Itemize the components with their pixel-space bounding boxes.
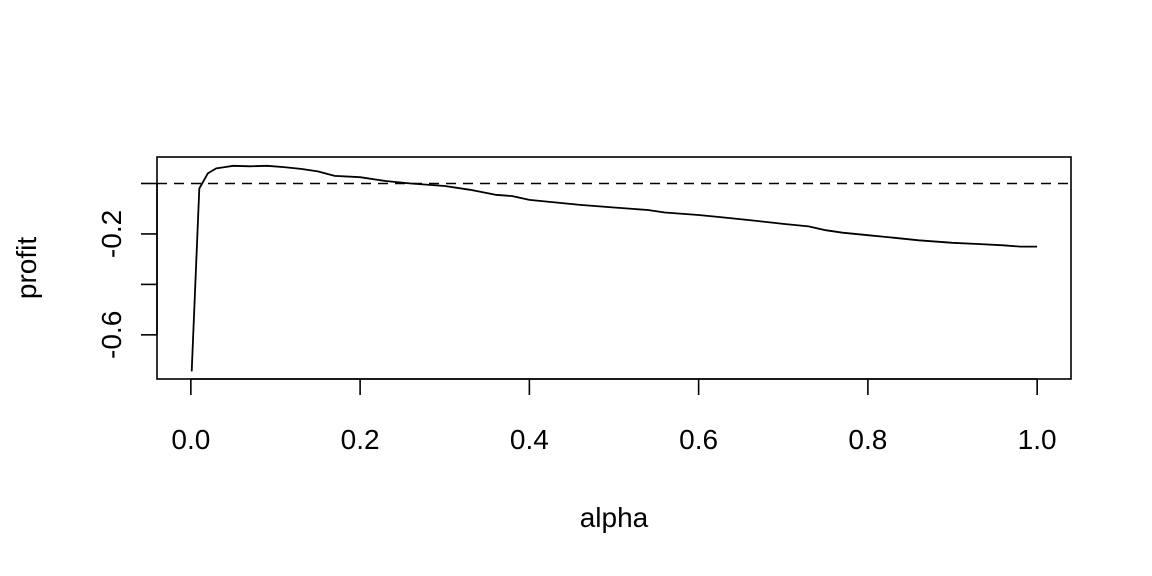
series-line (190, 164, 1038, 372)
y-tick-label: -0.6 (96, 311, 127, 359)
y-tick-label: -0.2 (96, 210, 127, 258)
x-tick-label: 1.0 (1018, 424, 1057, 455)
x-tick-label: 0.6 (679, 424, 718, 455)
y-axis: -0.6 -0.2 (96, 182, 158, 359)
x-axis: 0.0 0.2 0.4 0.6 0.8 1.0 (171, 378, 1057, 455)
x-tick-label: 0.8 (848, 424, 887, 455)
x-axis-label: alpha (580, 502, 649, 533)
x-tick-label: 0.0 (171, 424, 210, 455)
x-tick-label: 0.4 (510, 424, 549, 455)
x-tick-label: 0.2 (341, 424, 380, 455)
plot-frame (156, 156, 1072, 380)
y-axis-label: profit (11, 237, 42, 299)
